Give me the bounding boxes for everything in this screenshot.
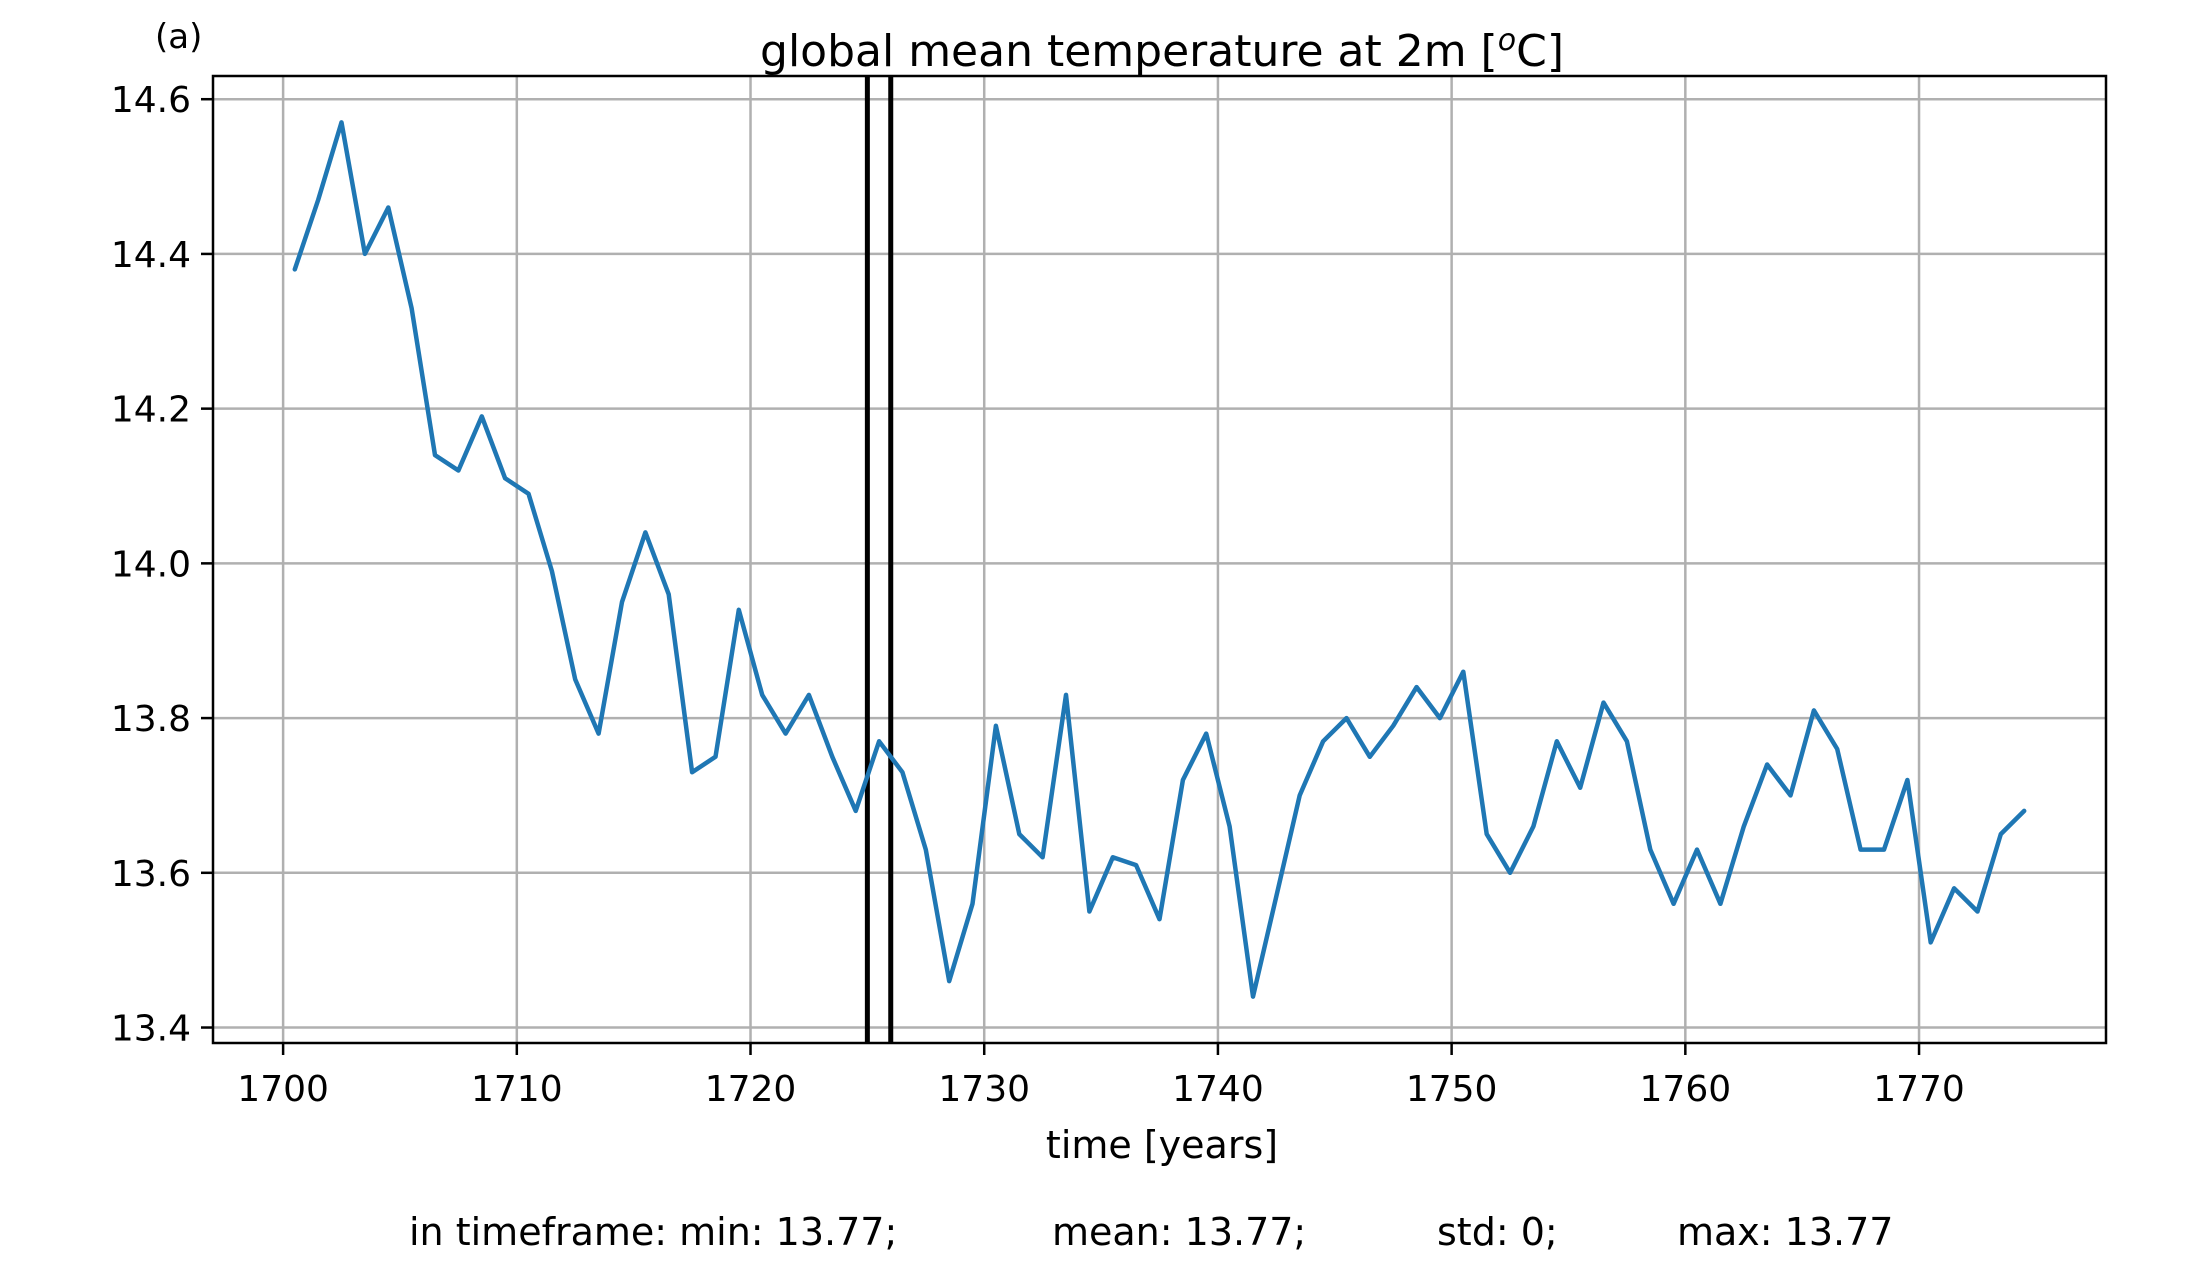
grid-lines (213, 76, 2106, 1043)
y-tick-label: 14.4 (111, 235, 191, 276)
timeframe-markers (864, 76, 894, 1043)
x-tick-label: 1760 (1640, 1069, 1732, 1110)
series-line (292, 120, 2027, 999)
chart-title-main: global mean temperature at 2m [ (760, 26, 1498, 77)
x-tick-label: 1720 (705, 1069, 797, 1110)
x-tick-label: 1750 (1406, 1069, 1498, 1110)
y-tick-label: 13.4 (111, 1009, 191, 1050)
plot-area-frame (211, 74, 2108, 1045)
x-tick-label: 1740 (1172, 1069, 1264, 1110)
y-tick-label: 13.6 (111, 854, 191, 895)
timeframe-stats: in timeframe: min: 13.77; mean: 13.77; s… (409, 1210, 1893, 1254)
x-tick-label: 1730 (938, 1069, 1030, 1110)
x-tick-label: 1710 (471, 1069, 563, 1110)
y-tick-label: 14.0 (111, 544, 191, 585)
y-tick-label: 14.6 (111, 80, 191, 121)
y-axis-ticks: 13.4 13.6 13.8 14.0 14.2 14.4 14.6 (111, 80, 213, 1050)
stat-mean: mean: 13.77; (1052, 1210, 1306, 1254)
x-tick-label: 1700 (237, 1069, 329, 1110)
stat-max: max: 13.77 (1677, 1210, 1893, 1254)
x-axis-label: time [years] (1046, 1123, 1278, 1167)
chart-title: global mean temperature at 2m [oC] (760, 23, 1564, 77)
stat-min: in timeframe: min: 13.77; (409, 1210, 897, 1254)
chart-title-superscript: o (1498, 23, 1516, 58)
series-layer (292, 120, 2027, 999)
panel-label: (a) (155, 17, 202, 57)
x-axis-ticks: 1700 1710 1720 1730 1740 1750 1760 1770 (237, 1043, 1965, 1110)
y-tick-label: 13.8 (111, 699, 191, 740)
y-tick-label: 14.2 (111, 390, 191, 431)
stat-std: std: 0; (1437, 1210, 1558, 1254)
chart-title-suffix: C] (1516, 26, 1564, 77)
x-tick-label: 1770 (1873, 1069, 1965, 1110)
